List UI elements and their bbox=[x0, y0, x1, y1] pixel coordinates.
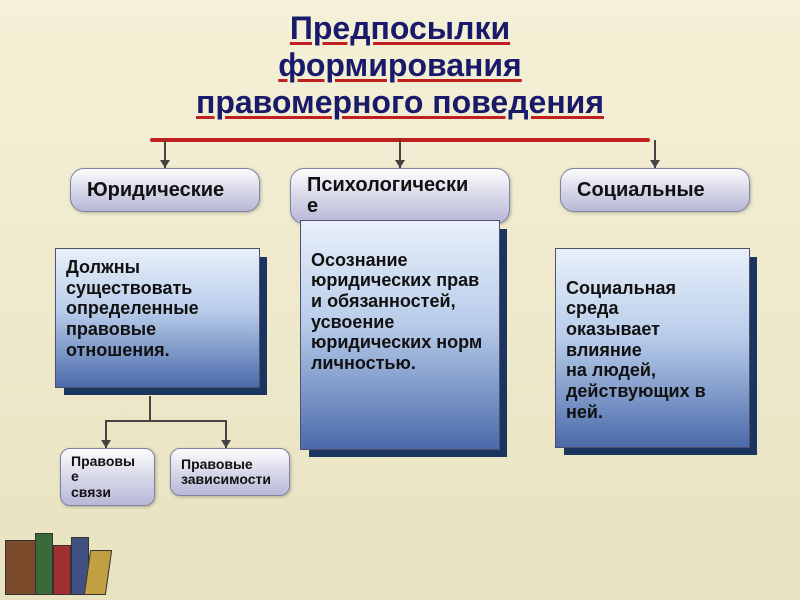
category-label: Юридические bbox=[87, 179, 224, 202]
connector-line bbox=[149, 396, 151, 420]
arrow-down-icon bbox=[650, 160, 660, 168]
category-pill-psych: Психологически е bbox=[290, 168, 510, 224]
arrow-down-icon bbox=[221, 440, 231, 448]
arrow-down-icon bbox=[395, 160, 405, 168]
arrow-down-icon bbox=[101, 440, 111, 448]
description-panel-psych: Осознание юридических прав и обязанносте… bbox=[300, 220, 500, 450]
category-label: Психологически е bbox=[307, 175, 468, 217]
title-line-3: правомерного поведения bbox=[196, 84, 604, 120]
category-label: Социальные bbox=[577, 179, 705, 202]
arrow-down-icon bbox=[160, 160, 170, 168]
description-text: Должны существовать определенные правовы… bbox=[66, 257, 199, 360]
sub-pill-legal-links: Правовы е связи bbox=[60, 448, 155, 506]
slide: Предпосылки формирования правомерного по… bbox=[0, 0, 800, 600]
books-decoration bbox=[5, 515, 115, 595]
page-title: Предпосылки формирования правомерного по… bbox=[0, 0, 800, 120]
title-line-1: Предпосылки bbox=[290, 10, 510, 46]
title-line-2: формирования bbox=[278, 47, 521, 83]
description-text: Социальная среда оказывает влияние на лю… bbox=[566, 278, 706, 422]
description-panel-social: Социальная среда оказывает влияние на лю… bbox=[555, 248, 750, 448]
connector-line bbox=[105, 420, 225, 422]
description-panel-legal: Должны существовать определенные правовы… bbox=[55, 248, 260, 388]
sub-pill-label: Правовые зависимости bbox=[181, 457, 279, 488]
category-pill-social: Социальные bbox=[560, 168, 750, 212]
category-pill-legal: Юридические bbox=[70, 168, 260, 212]
description-text: Осознание юридических прав и обязанносте… bbox=[311, 250, 482, 373]
sub-pill-label: Правовы е связи bbox=[71, 454, 135, 500]
sub-pill-legal-deps: Правовые зависимости bbox=[170, 448, 290, 496]
